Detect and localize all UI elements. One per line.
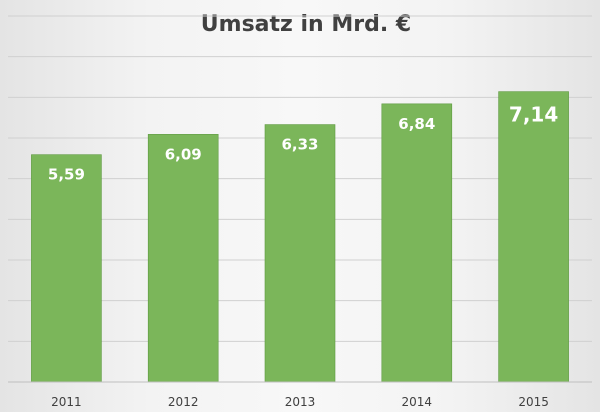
- x-tick-label-2013: 2013: [285, 395, 316, 409]
- bars: [31, 91, 569, 383]
- x-tick-label-2012: 2012: [168, 395, 199, 409]
- x-tick-label-2015: 2015: [518, 395, 549, 409]
- x-tick-label-2014: 2014: [402, 395, 433, 409]
- data-labels: 5,59 6,09 6,33 6,84 7,14: [48, 103, 558, 184]
- data-label-2015: 7,14: [509, 103, 558, 127]
- data-label-2013: 6,33: [281, 136, 318, 154]
- data-label-2011: 5,59: [48, 166, 85, 184]
- data-label-2014: 6,84: [398, 115, 435, 133]
- data-label-2012: 6,09: [165, 145, 202, 163]
- x-axis-tick-labels: 2011 2012 2013 2014 2015: [51, 395, 549, 409]
- bar-2012: [147, 134, 219, 383]
- bar-2015: [498, 91, 569, 383]
- x-tick-label-2011: 2011: [51, 395, 82, 409]
- bar-2011: [31, 154, 102, 383]
- bar-2014: [381, 103, 453, 383]
- bar-2013: [264, 124, 336, 383]
